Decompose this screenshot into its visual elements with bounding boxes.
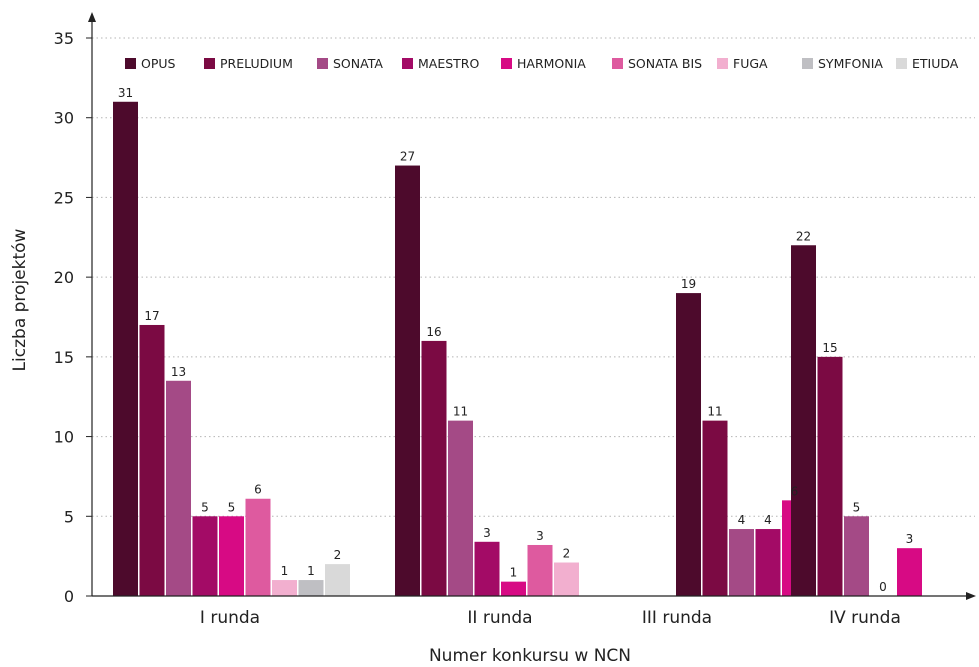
legend-swatch — [204, 58, 215, 69]
data-label: 19 — [681, 277, 696, 291]
legend: OPUS PRELUDIUM SONATA MAESTRO HARMONIA SONATA… — [125, 56, 959, 71]
legend-label: PRELUDIUM — [220, 56, 293, 71]
bar-maestro — [755, 529, 781, 596]
data-label: 3 — [906, 532, 914, 546]
bar-sonata — [166, 380, 191, 596]
legend-swatch — [802, 58, 813, 69]
y-tick-label: 10 — [54, 428, 74, 447]
bar-sonata-bis — [245, 498, 271, 596]
legend-label: MAESTRO — [418, 56, 479, 71]
legend-label: SYMFONIA — [818, 56, 883, 71]
category-label: III runda — [642, 608, 712, 628]
legend-label: ETIUDA — [912, 56, 959, 71]
data-label: 15 — [822, 341, 837, 355]
data-label: 3 — [483, 526, 491, 540]
bar-preludium — [421, 340, 447, 596]
y-tick-label: 35 — [54, 29, 74, 48]
bar-preludium — [139, 324, 165, 596]
bar-sonata — [844, 516, 869, 596]
data-label: 6 — [791, 484, 799, 498]
category-label: I runda — [200, 608, 260, 628]
legend-swatch — [501, 58, 512, 69]
legend-swatch — [896, 58, 907, 69]
legend-label: SONATA — [333, 56, 383, 71]
data-label: 6 — [254, 483, 262, 497]
bar-sonata-bis — [527, 544, 553, 596]
bar-maestro — [474, 541, 500, 596]
y-tick-label: 25 — [54, 188, 74, 207]
legend-swatch — [612, 58, 623, 69]
x-axis-label: Numer konkursu w NCN — [429, 646, 631, 666]
y-tick-label: 20 — [54, 268, 74, 287]
legend-swatch — [717, 58, 728, 69]
legend-swatch — [402, 58, 413, 69]
data-label: 5 — [201, 500, 209, 514]
data-label: 2 — [563, 547, 571, 561]
y-tick-label: 30 — [54, 109, 74, 128]
bar-sonata — [448, 420, 473, 596]
legend-label: OPUS — [141, 56, 176, 71]
legend-label: HARMONIA — [517, 56, 586, 71]
data-label: 4 — [738, 513, 746, 527]
bar-opus — [113, 101, 138, 597]
data-label: 17 — [144, 309, 159, 323]
x-axis-arrow — [966, 592, 976, 600]
data-label: 13 — [171, 365, 186, 379]
data-label: 5 — [853, 500, 861, 514]
data-label: 2 — [334, 548, 342, 562]
bar-opus — [676, 293, 701, 596]
data-label: 31 — [118, 86, 133, 100]
bar-fuga — [272, 580, 297, 596]
bars — [113, 101, 922, 597]
legend-swatch — [125, 58, 136, 69]
category-label: II runda — [467, 608, 532, 628]
category-label: IV runda — [829, 608, 901, 628]
bar-opus — [791, 245, 816, 596]
data-label: 16 — [426, 325, 441, 339]
data-label: 5 — [228, 500, 236, 514]
data-label: 22 — [796, 229, 811, 243]
bar-fuga — [554, 562, 579, 596]
y-tick-label: 0 — [64, 587, 74, 606]
bar-preludium — [702, 420, 728, 596]
bar-harmonia — [897, 548, 922, 596]
bar-preludium — [817, 356, 843, 596]
y-axis-label: Liczba projektów — [10, 228, 30, 371]
y-axis-arrow — [88, 12, 96, 22]
legend-label: SONATA BIS — [628, 56, 702, 71]
bar-symfonia — [298, 580, 324, 596]
gridlines — [92, 37, 975, 517]
bar-sonata — [729, 529, 754, 596]
bar-etiuda — [325, 564, 350, 596]
legend-label: FUGA — [733, 56, 768, 71]
data-label: 4 — [764, 513, 772, 527]
data-label: 1 — [510, 566, 518, 580]
bar-harmonia — [501, 581, 526, 596]
data-label: 11 — [453, 405, 468, 419]
data-label: 1 — [307, 564, 315, 578]
data-label: 1 — [281, 564, 289, 578]
bar-harmonia — [219, 516, 244, 596]
bar-opus — [395, 165, 420, 597]
y-tick-label: 5 — [64, 507, 74, 526]
legend-swatch — [317, 58, 328, 69]
bar-maestro — [192, 516, 218, 596]
data-label: 3 — [536, 529, 544, 543]
data-label: 0 — [879, 580, 887, 594]
data-label: 27 — [400, 150, 415, 164]
y-tick-label: 15 — [54, 348, 74, 367]
data-label: 11 — [707, 405, 722, 419]
